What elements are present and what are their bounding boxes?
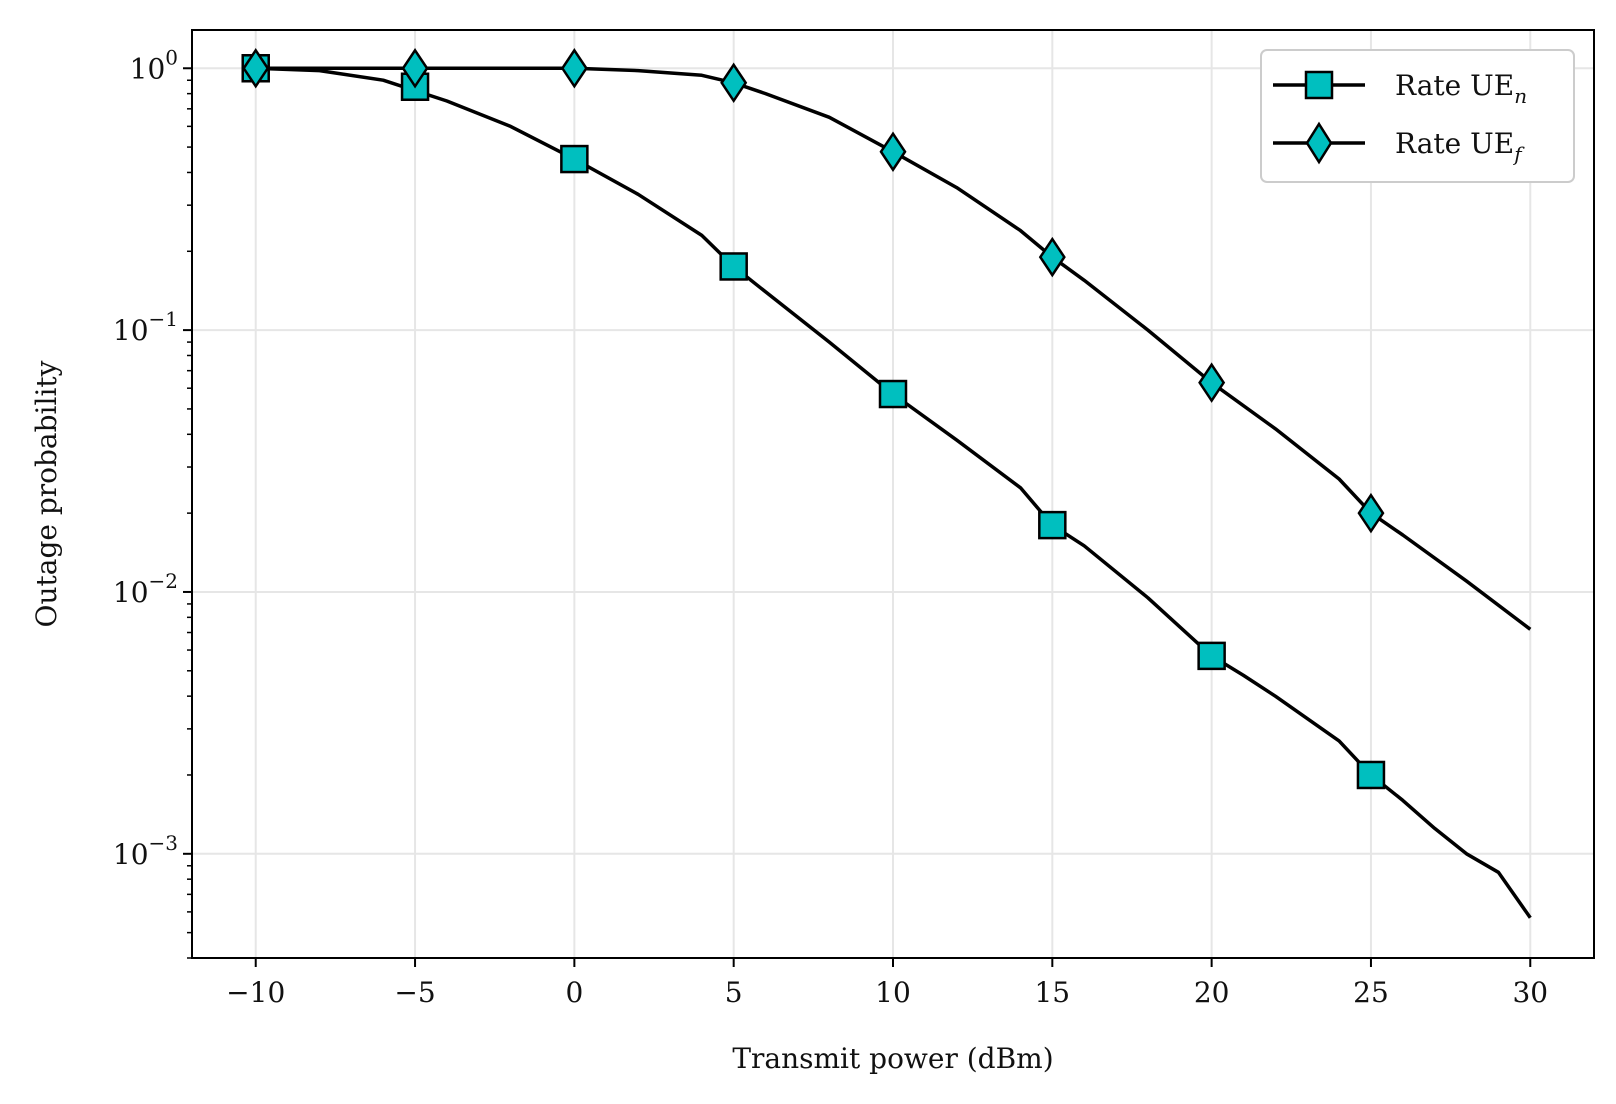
marker-diamond — [1357, 492, 1385, 534]
series-line-1 — [255, 66, 1532, 631]
y-tick-label: 10−2 — [113, 569, 178, 609]
marker-square — [1197, 641, 1226, 671]
x-tick-label: 25 — [1353, 976, 1389, 1009]
series-line-0 — [255, 66, 1532, 919]
x-tick-label: 20 — [1194, 976, 1230, 1009]
legend-marker-square — [1304, 70, 1334, 100]
y-axis: 100 10−1 10−2 10−3 — [113, 45, 192, 959]
x-axis: −10 −5 0 5 10 15 20 25 30 — [226, 958, 1548, 1009]
legend: Rate UEn Rate UEf — [1260, 49, 1575, 183]
x-tick-label: 15 — [1034, 976, 1070, 1009]
marker-square — [719, 252, 748, 281]
y-tick-label: 100 — [130, 45, 178, 85]
x-tick-label: 30 — [1512, 976, 1548, 1009]
y-tick-label: 10−1 — [113, 307, 178, 347]
marker-diamond — [1038, 236, 1066, 278]
x-tick-label: 5 — [725, 976, 743, 1009]
y-tick-label: 10−3 — [113, 831, 178, 871]
marker-diamond — [242, 48, 270, 89]
x-tick-label: −5 — [394, 976, 435, 1009]
marker-diamond — [401, 48, 429, 89]
x-tick-label: 10 — [875, 976, 911, 1009]
marker-diamond — [720, 62, 748, 104]
marker-square — [878, 379, 908, 409]
legend-label-ue-n: Rate UEn — [1395, 69, 1527, 108]
marker-diamond — [879, 131, 907, 172]
x-axis-title: Transmit power (dBm) — [732, 1042, 1053, 1075]
marker-square — [1038, 510, 1067, 540]
y-axis-title: Outage probability — [30, 360, 63, 627]
legend-box — [1260, 49, 1575, 183]
series-markers — [241, 48, 1386, 790]
marker-diamond — [560, 48, 588, 89]
legend-marker-diamond — [1305, 121, 1333, 165]
marker-diamond — [1198, 362, 1226, 403]
x-tick-label: 0 — [565, 976, 583, 1009]
marker-square — [560, 144, 589, 174]
marker-square — [1356, 760, 1386, 790]
x-tick-label: −10 — [226, 976, 285, 1009]
series-lines — [255, 66, 1532, 919]
